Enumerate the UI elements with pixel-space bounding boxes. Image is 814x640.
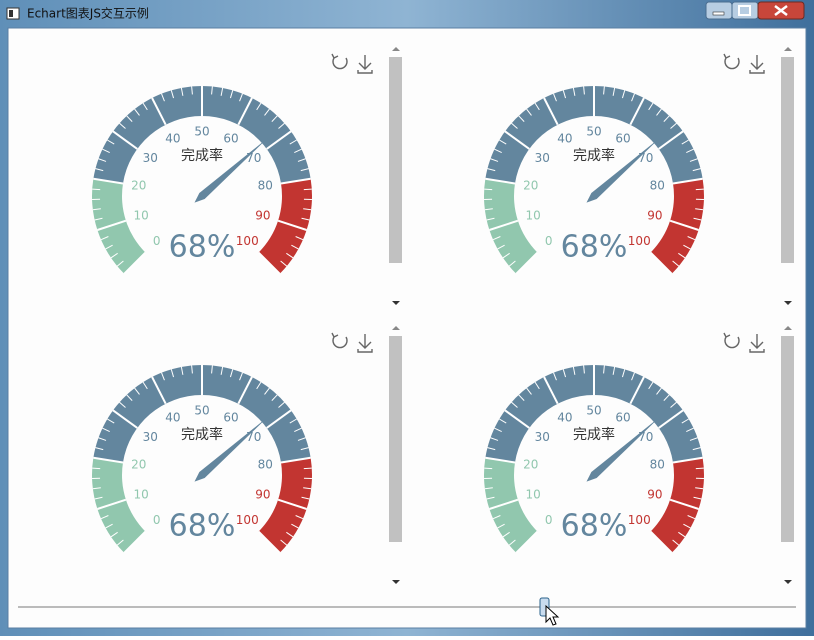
minor-tick [92, 468, 100, 469]
tick-label: 0 [153, 234, 161, 248]
tick-label: 10 [525, 487, 540, 501]
tick-label: 40 [557, 131, 572, 145]
gauge-title: 完成率 [573, 147, 615, 164]
tick-label: 10 [133, 208, 148, 222]
value-label: 68% [561, 230, 628, 265]
tick-label: 60 [223, 410, 238, 424]
minor-tick [484, 468, 492, 469]
scroll-thumb [389, 336, 402, 542]
tick-label: 70 [246, 430, 261, 444]
tick-label: 20 [131, 178, 146, 192]
tick-label: 30 [143, 151, 158, 165]
tick-label: 80 [258, 178, 273, 192]
tick-label: 40 [165, 410, 180, 424]
tick-label: 100 [628, 513, 651, 527]
tick-label: 40 [557, 410, 572, 424]
tick-label: 100 [236, 513, 259, 527]
tick-label: 70 [638, 430, 653, 444]
scroll-thumb [781, 336, 794, 542]
value-label: 68% [169, 509, 236, 544]
tick-label: 90 [647, 208, 662, 222]
tick-label: 10 [133, 487, 148, 501]
close-button[interactable] [758, 2, 804, 19]
tick-label: 80 [258, 457, 273, 471]
gauge-title: 完成率 [181, 426, 223, 443]
tick-label: 40 [165, 131, 180, 145]
tick-label: 0 [153, 513, 161, 527]
scroll-thumb [781, 57, 794, 263]
tick-label: 20 [523, 178, 538, 192]
minor-tick [304, 468, 312, 469]
gauge-title: 完成率 [573, 426, 615, 443]
tick-label: 50 [586, 125, 601, 139]
tick-label: 90 [255, 208, 270, 222]
tick-label: 20 [131, 457, 146, 471]
minor-tick [484, 189, 492, 190]
tick-label: 90 [255, 487, 270, 501]
minor-tick [696, 189, 704, 190]
tick-label: 30 [535, 151, 550, 165]
tick-label: 20 [523, 457, 538, 471]
tick-label: 50 [194, 125, 209, 139]
value-label: 68% [561, 509, 628, 544]
window-title: Echart图表JS交互示例 [27, 6, 149, 21]
gauge-title: 完成率 [181, 147, 223, 164]
tick-label: 80 [650, 178, 665, 192]
tick-label: 60 [615, 131, 630, 145]
tick-label: 30 [143, 430, 158, 444]
value-label: 68% [169, 230, 236, 265]
tick-label: 90 [647, 487, 662, 501]
tick-label: 100 [628, 234, 651, 248]
maximize-button[interactable] [732, 2, 758, 19]
minor-tick [304, 189, 312, 190]
tick-label: 80 [650, 457, 665, 471]
tick-label: 30 [535, 430, 550, 444]
tick-label: 70 [638, 151, 653, 165]
tick-label: 10 [525, 208, 540, 222]
minor-tick [92, 189, 100, 190]
tick-label: 0 [545, 234, 553, 248]
scroll-thumb [389, 57, 402, 263]
tick-label: 50 [586, 404, 601, 418]
minimize-button[interactable] [706, 2, 732, 19]
minor-tick [696, 468, 704, 469]
tick-label: 100 [236, 234, 259, 248]
tick-label: 70 [246, 151, 261, 165]
app-icon-part [9, 10, 13, 17]
tick-label: 50 [194, 404, 209, 418]
tick-label: 0 [545, 513, 553, 527]
tick-label: 60 [615, 410, 630, 424]
tick-label: 60 [223, 131, 238, 145]
